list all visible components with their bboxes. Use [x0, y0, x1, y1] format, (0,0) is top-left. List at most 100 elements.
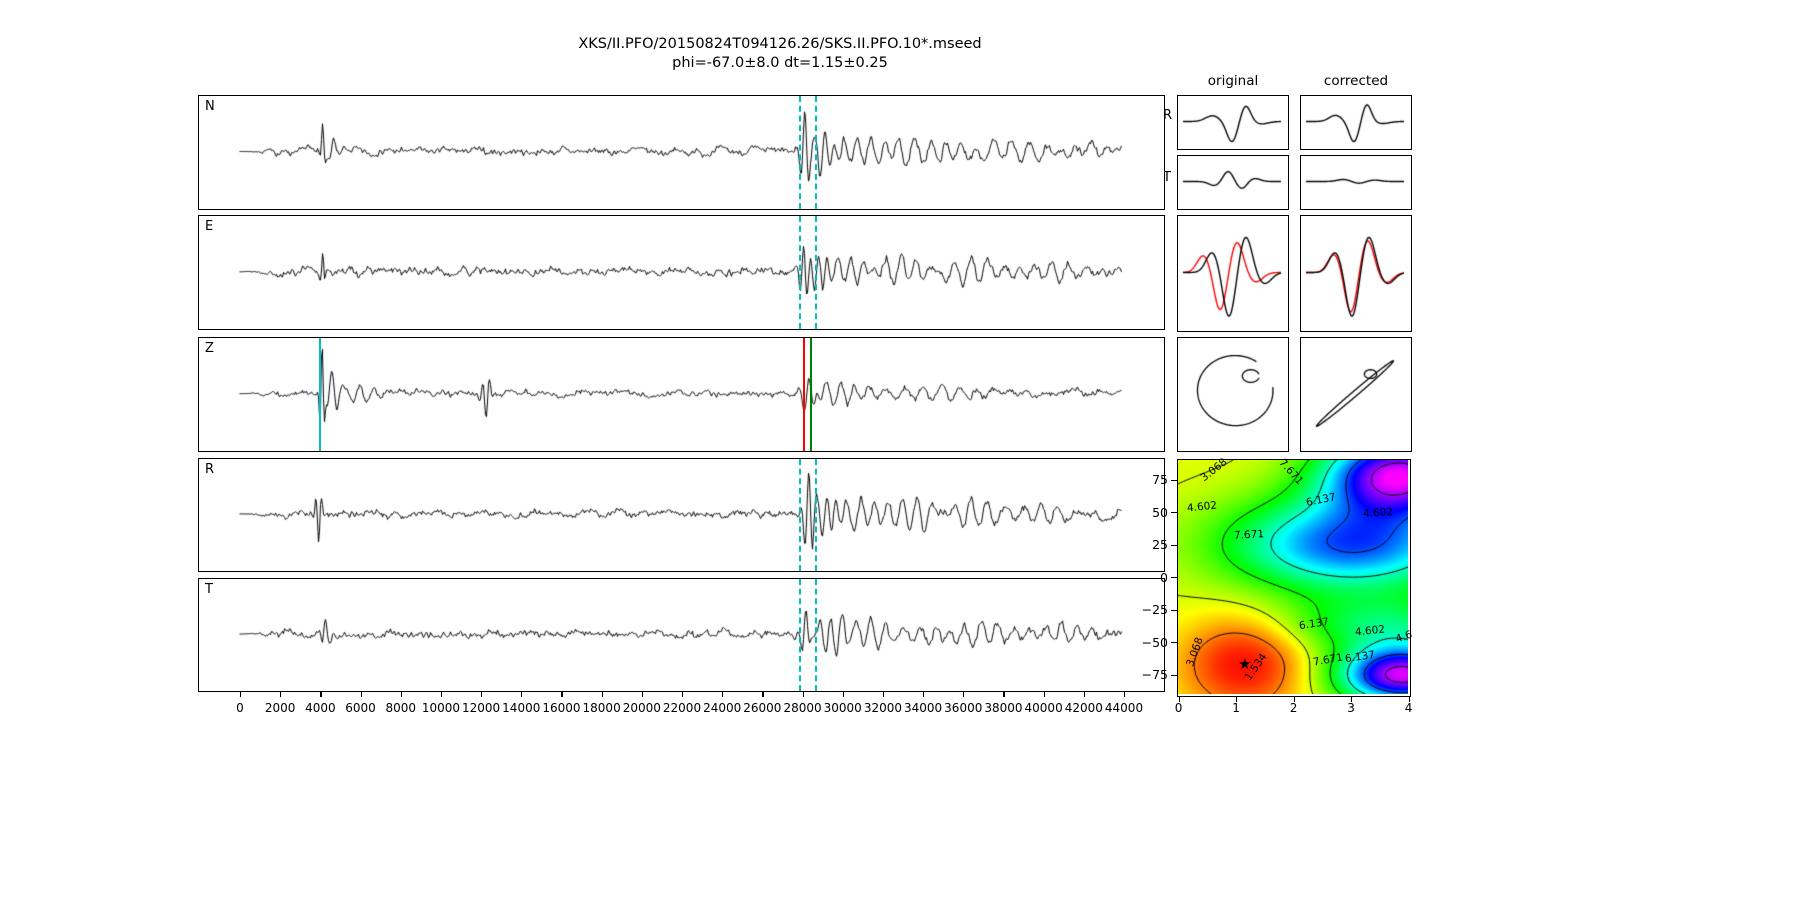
energy-x-tick-label: 1 — [1232, 701, 1240, 715]
x-tick-label: 20000 — [622, 701, 661, 715]
pulse-panel-r-corrected — [1300, 95, 1412, 150]
pulse-panel-t-original — [1177, 155, 1289, 210]
energy-y-tick-label: 25 — [1152, 537, 1168, 553]
overlay-canvas-corrected — [1301, 216, 1409, 329]
trace-canvas-t — [199, 579, 1162, 689]
x-tick — [280, 692, 282, 697]
pulse-canvas-r-corrected — [1301, 96, 1409, 147]
x-tick-label: 6000 — [345, 701, 376, 715]
x-tick-label: 18000 — [582, 701, 621, 715]
trace-label: E — [205, 219, 214, 234]
x-tick-label: 10000 — [421, 701, 460, 715]
x-tick-label: 38000 — [984, 701, 1023, 715]
x-tick — [601, 692, 603, 697]
x-tick — [1003, 692, 1005, 697]
x-tick-label: 22000 — [662, 701, 702, 715]
energy-map-canvas — [1178, 460, 1408, 694]
trace-panel-n: N — [198, 95, 1165, 210]
x-tick-label: 32000 — [863, 701, 902, 715]
x-tick-label: 0 — [236, 701, 244, 715]
energy-y-tick — [1171, 512, 1177, 514]
trace-label: N — [205, 99, 215, 114]
x-tick-label: 4000 — [305, 701, 336, 715]
x-tick-label: 44000 — [1104, 701, 1144, 715]
x-tick — [481, 692, 483, 697]
x-tick-label: 14000 — [502, 701, 541, 715]
energy-y-tick — [1171, 642, 1177, 644]
energy-x-tick — [1351, 697, 1353, 702]
energy-y-tick — [1171, 674, 1177, 676]
particle-motion-panel-corrected — [1300, 337, 1412, 452]
x-tick — [682, 692, 684, 697]
energy-y-tick — [1171, 544, 1177, 546]
energy-x-tick-label: 0 — [1174, 701, 1183, 715]
energy-y-tick-label: 0 — [1160, 569, 1168, 585]
figure-subtitle: phi=-67.0±8.0 dt=1.15±0.25 — [672, 55, 888, 71]
energy-x-tick-label: 3 — [1347, 701, 1355, 715]
window-marker-line — [798, 579, 801, 691]
trace-panel-e: E — [198, 215, 1165, 330]
x-tick — [521, 692, 523, 697]
x-tick-label: 34000 — [903, 701, 943, 715]
r-axis-label: R — [1163, 108, 1173, 123]
x-tick — [1043, 692, 1045, 697]
x-tick — [963, 692, 965, 697]
energy-map-panel — [1177, 459, 1411, 697]
window-marker-line — [815, 459, 818, 571]
energy-y-tick — [1171, 479, 1177, 481]
x-tick — [641, 692, 643, 697]
best-fit-star-marker: ★ — [1237, 654, 1252, 673]
energy-x-tick — [1178, 697, 1180, 702]
trace-panel-z: Z — [198, 337, 1165, 452]
x-tick-label: 24000 — [703, 701, 742, 715]
pulse-canvas-r-original — [1178, 96, 1286, 147]
energy-x-tick — [1408, 697, 1410, 702]
column-header-original: original — [1207, 73, 1259, 89]
x-tick-label: 8000 — [385, 701, 416, 715]
pulse-panel-t-corrected — [1300, 155, 1412, 210]
particle-motion-canvas-original — [1178, 338, 1286, 449]
energy-y-tick — [1171, 609, 1177, 611]
window-marker-line — [815, 96, 818, 209]
window-marker-line — [798, 459, 801, 571]
trace-canvas-n — [199, 96, 1162, 207]
window-marker-line — [815, 216, 818, 329]
x-tick — [400, 692, 402, 697]
trace-canvas-z — [199, 338, 1162, 449]
x-tick — [320, 692, 322, 697]
x-tick — [842, 692, 844, 697]
window-marker-line — [798, 216, 801, 329]
trace-label: Z — [205, 341, 214, 356]
phase-marker-line — [319, 338, 322, 451]
trace-label: R — [205, 462, 215, 477]
x-tick-label: 28000 — [783, 701, 822, 715]
pulse-canvas-t-corrected — [1301, 156, 1409, 207]
x-tick-label: 26000 — [743, 701, 782, 715]
energy-x-tick — [1293, 697, 1295, 702]
energy-y-tick — [1171, 577, 1177, 579]
x-tick — [1083, 692, 1085, 697]
x-tick-label: 42000 — [1064, 701, 1103, 715]
x-tick — [923, 692, 925, 697]
x-tick-label: 36000 — [944, 701, 983, 715]
energy-y-tick-label: 50 — [1152, 504, 1168, 520]
x-tick — [722, 692, 724, 697]
energy-y-tick-label: 75 — [1152, 472, 1168, 488]
x-tick-label: 16000 — [542, 701, 581, 715]
x-tick-label: 2000 — [264, 701, 296, 715]
pulse-panel-r-original — [1177, 95, 1289, 150]
x-tick — [240, 692, 242, 697]
energy-x-tick-label: 4 — [1404, 701, 1413, 715]
x-tick-label: 40000 — [1024, 701, 1063, 715]
column-header-corrected: corrected — [1323, 73, 1389, 89]
x-tick — [762, 692, 764, 697]
x-tick — [440, 692, 443, 697]
energy-y-tick-label: −50 — [1141, 634, 1168, 650]
trace-label: T — [205, 582, 213, 597]
x-tick — [802, 692, 804, 697]
window-marker-line — [798, 96, 801, 209]
energy-y-tick-label: −25 — [1141, 602, 1168, 618]
particle-motion-canvas-corrected — [1301, 338, 1409, 449]
overlay-canvas-original — [1178, 216, 1286, 329]
